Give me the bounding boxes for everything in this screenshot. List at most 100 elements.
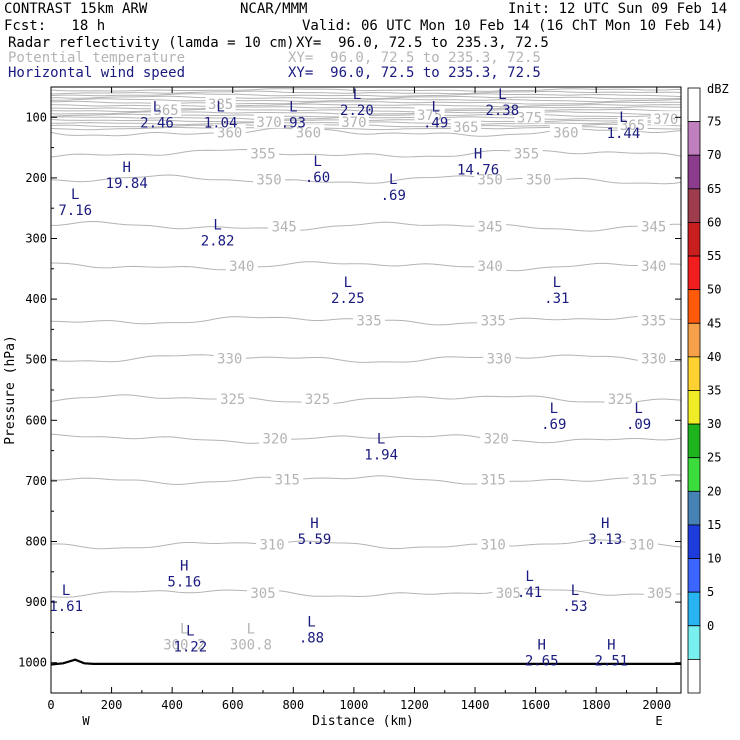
wind-extremum-value: 2.46	[140, 115, 174, 131]
isentrope-label-bg	[253, 171, 286, 187]
colorbar-label: 15	[707, 518, 721, 532]
colorbar-swatch	[687, 490, 701, 526]
wind-extremum-mark: L	[216, 99, 224, 115]
colorbar-swatch	[687, 289, 701, 324]
wind-extremum-value: 1.22	[173, 639, 207, 655]
terrain-line	[50, 658, 681, 666]
wind-extremum-value: 2.20	[340, 103, 374, 119]
x-end-label-west: W	[82, 714, 90, 728]
header-model: CONTRAST 15km ARW	[4, 1, 148, 17]
wind-extremum-mark: L	[289, 99, 297, 115]
y-tick-label: 100	[25, 110, 47, 124]
colorbar-label: 45	[707, 316, 721, 330]
wind-extremum-mark: H	[474, 147, 482, 163]
isentrope-label-bg	[247, 585, 280, 601]
theta-extremum-value: 300.8	[230, 638, 272, 654]
colorbar-label: 70	[707, 148, 721, 162]
isentrope-label-bg	[522, 171, 555, 187]
theta-extremum-value: 300.2	[163, 638, 205, 654]
isentrope-label-bg	[637, 312, 670, 328]
wind-extremum-value: 7.16	[58, 203, 92, 219]
top-theta-label: 375	[517, 110, 542, 126]
colorbar-label: 55	[707, 249, 721, 263]
colorbar-label: 5	[707, 585, 714, 599]
isentrope-label-bg	[474, 218, 507, 234]
header-valid: Valid: 06 UTC Mon 10 Feb 14 (16 ChT Mon …	[302, 18, 724, 34]
top-theta-label-bg	[617, 117, 648, 132]
colorbar-swatch	[687, 625, 701, 660]
wind-extremum-mark: L	[553, 275, 561, 291]
isentrope-label: 355	[250, 147, 275, 163]
y-tick-label: 800	[25, 535, 47, 549]
colorbar-label: 75	[707, 115, 721, 129]
isentrope-label-bg	[477, 471, 510, 487]
isentrope-label: 310	[259, 538, 284, 554]
header-forecast: Fcst: 18 h	[4, 18, 106, 34]
colorbar-label: 30	[707, 417, 721, 431]
isentrope-label: 310	[481, 538, 506, 554]
isentrope-label-bg	[477, 312, 510, 328]
field-wind-xy: XY= 96.0, 72.5 to 235.3, 72.5	[288, 65, 541, 81]
header-org: NCAR/MMM	[240, 1, 308, 17]
wind-extremum-value: .88	[299, 630, 324, 646]
top-theta-label-bg	[514, 109, 545, 124]
wind-extremum-value: 5.59	[298, 532, 332, 548]
stratosphere-isentrope	[50, 88, 682, 92]
theta-extremum-mark: L	[180, 622, 188, 638]
isentrope-label-bg	[292, 124, 325, 140]
isentrope-label: 345	[478, 219, 503, 235]
isentrope-label-bg	[625, 536, 658, 552]
isentrope-label-bg	[213, 124, 246, 140]
isentrope-label-bg	[483, 350, 516, 366]
wind-extremum-mark: L	[550, 401, 558, 417]
wind-extremum-mark: L	[153, 99, 161, 115]
top-theta-label-bg	[338, 114, 369, 129]
colorbar-label: 25	[707, 451, 721, 465]
isentrope-label: 350	[256, 173, 281, 189]
isentrope-label-bg	[643, 585, 676, 601]
field-wind-name: Horizontal wind speed	[8, 65, 186, 81]
wind-extremum-mark: L	[571, 583, 579, 599]
stratosphere-isentrope	[50, 93, 682, 98]
wind-extremum-mark: H	[180, 559, 188, 575]
isentrope-325	[50, 394, 682, 405]
wind-extremum-mark: H	[123, 160, 131, 176]
isentrope-label-bg	[353, 312, 386, 328]
y-tick-label: 700	[25, 474, 47, 488]
header-init: Init: 12 UTC Sun 09 Feb 14	[508, 1, 728, 17]
isentrope-345	[50, 220, 682, 232]
colorbar-swatch	[687, 524, 701, 559]
top-theta-label: 365	[620, 118, 645, 134]
colorbar-swatch	[687, 356, 701, 391]
x-tick-label: 200	[101, 698, 123, 712]
wind-extremum-value: 1.61	[49, 599, 83, 615]
wind-extremum-value: 2.51	[594, 653, 628, 669]
colorbar-swatch	[687, 121, 701, 156]
isentrope-315	[50, 474, 682, 486]
top-theta-label-bg	[450, 118, 481, 133]
y-tick-label: 400	[25, 292, 47, 306]
wind-extremum-value: 1.94	[364, 447, 398, 463]
wind-extremum-mark: H	[310, 516, 318, 532]
isentrope-label: 330	[217, 351, 242, 367]
isentrope-label: 305	[496, 586, 521, 602]
colorbar-swatch	[687, 154, 701, 190]
stratosphere-isentrope	[50, 90, 682, 95]
top-theta-label: 365	[153, 103, 178, 119]
isentrope-305	[50, 588, 682, 598]
isentrope-label: 320	[262, 431, 287, 447]
colorbar-swatch	[687, 390, 701, 425]
wind-extremum-value: 19.84	[106, 176, 148, 192]
y-tick-label: 900	[25, 595, 47, 609]
isentrope-label-bg	[271, 471, 304, 487]
isentrope-label: 345	[641, 219, 666, 235]
colorbar-swatch	[687, 591, 701, 627]
wind-extremum-mark: H	[601, 516, 609, 532]
wind-extremum-mark: L	[186, 623, 194, 639]
wind-extremum-mark: L	[353, 87, 361, 103]
y-tick-label: 1000	[18, 656, 47, 670]
x-tick-label: 2000	[642, 698, 671, 712]
wind-extremum-value: .69	[381, 188, 406, 204]
